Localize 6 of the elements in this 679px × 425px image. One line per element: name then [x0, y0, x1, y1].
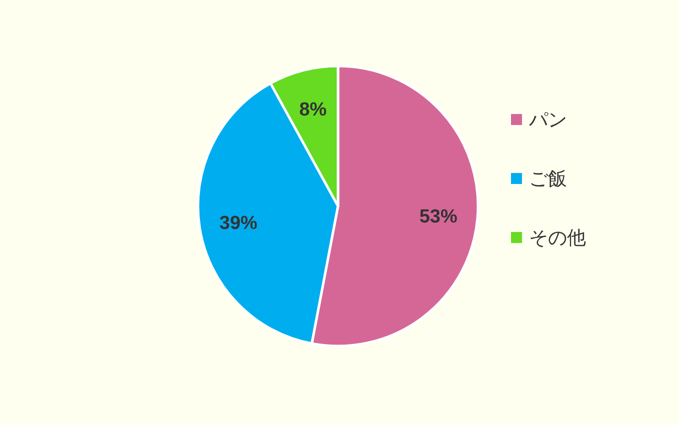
data-label: 8% [299, 99, 327, 120]
data-label: 53% [419, 206, 458, 228]
legend-label: ご飯 [529, 169, 567, 190]
legend-label: パン [528, 110, 567, 131]
data-label: 39% [219, 212, 258, 234]
legend-label: その他 [529, 228, 586, 249]
